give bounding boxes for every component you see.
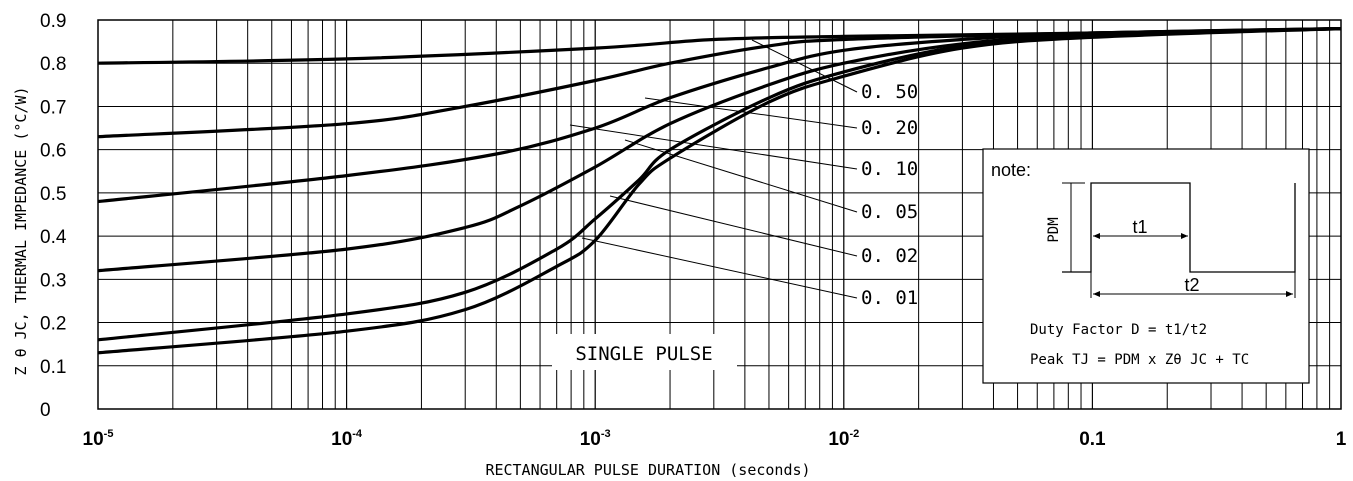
curve-label-bg (859, 285, 917, 309)
curve-label: 0. 05 (861, 201, 918, 223)
y-tick-label: 0.6 (40, 141, 66, 162)
y-tick-label: 0.2 (40, 314, 66, 335)
series-curve-0-02 (97, 27, 1342, 342)
label-leaders (569, 39, 858, 299)
leader-line (751, 39, 858, 93)
y-tick-label: 0.8 (40, 54, 66, 75)
x-tick-label: 10-2 (828, 428, 859, 450)
t2-label: t2 (1184, 275, 1199, 295)
y-tick-label: 0.9 (40, 11, 66, 32)
curve-labels: 0. 50 0. 20 0. 10 0. 05 0. 02 0. 01 (859, 79, 918, 309)
leader-line (581, 237, 858, 299)
curve-label: 0. 20 (861, 117, 918, 139)
series-curve-0-01 (97, 27, 1342, 355)
curve-label: 0. 10 (861, 158, 918, 180)
plot-frame (97, 19, 1342, 410)
curve-label-bg (859, 79, 917, 103)
peak-tj-text: Peak TJ = PDM x Zθ JC + TC (1030, 352, 1249, 368)
note-title: note: (991, 160, 1031, 180)
curve-label-bg (859, 243, 917, 267)
leader-line (569, 124, 858, 170)
x-tick-label: 1 (1336, 429, 1347, 450)
series-curve-0-10 (97, 27, 1342, 204)
curve-label-bg (859, 115, 917, 139)
x-tick-label: 10-4 (331, 428, 363, 450)
t1-label: t1 (1132, 217, 1147, 237)
curve-label-bg (859, 156, 917, 180)
leader-line (624, 139, 858, 213)
x-tick-label: 10-3 (580, 428, 611, 450)
curve-label-bg (859, 199, 917, 223)
curves (97, 27, 1342, 355)
note-box: note: PDM t1 t2 Duty Factor D = t1/t2 Pe… (982, 148, 1310, 384)
y-tick-label: 0.4 (40, 227, 67, 248)
curve-label: 0. 50 (861, 81, 918, 103)
leader-line (609, 195, 858, 257)
svg-text:SINGLE PULSE: SINGLE PULSE (575, 343, 712, 365)
x-tick-label: 0.1 (1079, 429, 1106, 450)
y-axis-title: Z θ JC, THERMAL IMPEDANCE (°C/W) (12, 87, 30, 376)
curve-label: 0. 02 (861, 245, 918, 267)
x-axis-title: RECTANGULAR PULSE DURATION (seconds) (485, 461, 810, 479)
x-tick-label: 10-5 (83, 428, 114, 450)
y-tick-label: 0.7 (40, 97, 66, 118)
single-pulse-annotation: SINGLE PULSE (552, 334, 737, 370)
y-tick-labels: 0 0.1 0.2 0.3 0.4 0.5 0.6 0.7 0.8 0.9 (40, 11, 67, 421)
y-tick-label: 0.1 (40, 357, 66, 378)
x-tick-labels: 10-5 10-4 10-3 10-2 0.1 1 (83, 428, 1347, 450)
pdm-label: PDM (1046, 217, 1062, 242)
leader-line (644, 97, 858, 129)
duty-factor-text: Duty Factor D = t1/t2 (1030, 322, 1207, 338)
y-tick-label: 0.5 (40, 184, 66, 205)
curve-label: 0. 01 (861, 287, 918, 309)
y-tick-label: 0.3 (40, 270, 66, 291)
y-tick-label: 0 (40, 400, 51, 421)
